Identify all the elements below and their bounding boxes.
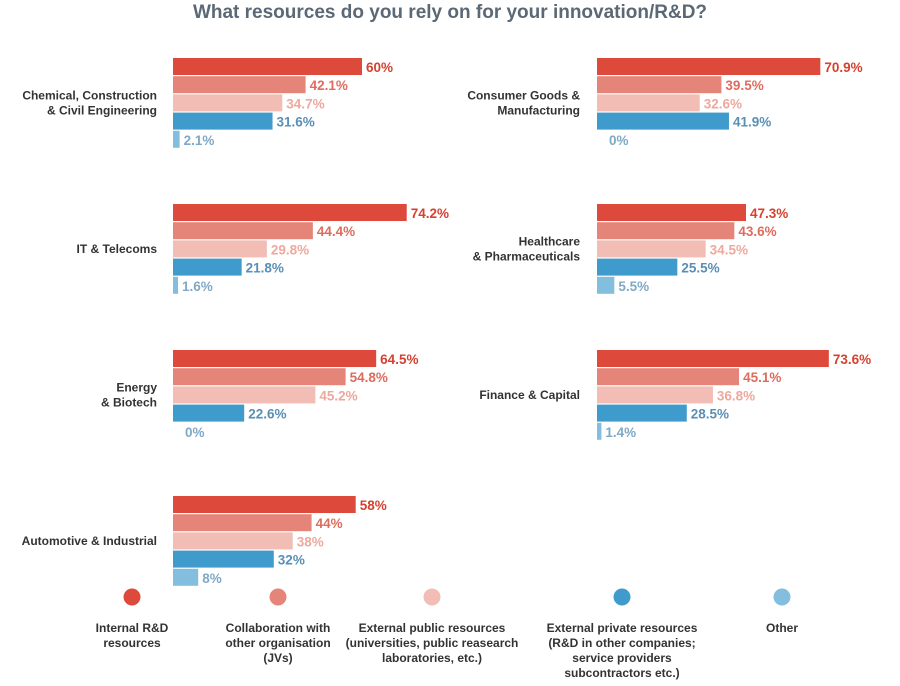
value-label-consumer-goods-manufacturing-other: 0% xyxy=(609,133,629,148)
bar-automotive-industrial-internal-r-d xyxy=(173,496,356,513)
bar-consumer-goods-manufacturing-internal-r-d xyxy=(597,58,821,75)
category-label-it-telecoms: IT & Telecoms xyxy=(77,242,158,256)
value-label-healthcare-pharmaceuticals-other: 5.5% xyxy=(618,279,649,294)
value-label-it-telecoms-external-public-resources: 29.8% xyxy=(271,242,309,257)
bar-it-telecoms-collaboration-with-other xyxy=(173,222,313,240)
value-label-chemical-construction-civil-engineering-internal-r-d: 60% xyxy=(366,60,393,75)
bar-finance-capital-internal-r-d xyxy=(597,350,829,367)
value-label-healthcare-pharmaceuticals-external-private-resources: 25.5% xyxy=(681,261,719,276)
category-label-consumer-goods-manufacturing-line-2: Manufacturing xyxy=(497,103,580,117)
category-label-energy-biotech-line-2: & Biotech xyxy=(101,395,157,409)
bar-energy-biotech-internal-r-d xyxy=(173,350,377,367)
bar-consumer-goods-manufacturing-external-public-resources xyxy=(597,94,700,112)
category-label-healthcare-pharmaceuticals-line-2: & Pharmaceuticals xyxy=(473,249,581,263)
bar-chemical-construction-civil-engineering-collaboration-with-other xyxy=(173,76,306,94)
value-label-chemical-construction-civil-engineering-collaboration-with-other: 42.1% xyxy=(310,78,348,93)
legend-label-collaboration-with-other-line-1: Collaboration with xyxy=(226,621,331,635)
legend-label-external-private-resources-line-4: subcontractors etc.) xyxy=(564,666,679,680)
legend-dot-other xyxy=(773,588,791,606)
value-label-finance-capital-other: 1.4% xyxy=(605,425,636,440)
value-label-consumer-goods-manufacturing-external-public-resources: 32.6% xyxy=(704,96,742,111)
category-label-healthcare-pharmaceuticals-line-1: Healthcare xyxy=(519,234,581,248)
legend-label-external-private-resources-line-1: External private resources xyxy=(547,621,698,635)
value-label-automotive-industrial-other: 8% xyxy=(202,571,222,586)
bar-it-telecoms-external-private-resources xyxy=(173,258,242,276)
bar-energy-biotech-collaboration-with-other xyxy=(173,368,346,386)
legend-label-internal-r-d-line-2: resources xyxy=(103,636,161,650)
bar-healthcare-pharmaceuticals-internal-r-d xyxy=(597,204,746,221)
value-label-consumer-goods-manufacturing-internal-r-d: 70.9% xyxy=(824,60,862,75)
value-label-finance-capital-external-private-resources: 28.5% xyxy=(691,407,729,422)
value-label-consumer-goods-manufacturing-collaboration-with-other: 39.5% xyxy=(725,78,763,93)
bar-chemical-construction-civil-engineering-external-private-resources xyxy=(173,112,273,130)
bar-finance-capital-external-private-resources xyxy=(597,404,687,422)
value-label-it-telecoms-external-private-resources: 21.8% xyxy=(246,261,284,276)
bar-it-telecoms-external-public-resources xyxy=(173,240,267,258)
legend-label-external-public-resources-line-1: External public resources xyxy=(359,621,506,635)
bar-chemical-construction-civil-engineering-external-public-resources xyxy=(173,94,283,112)
value-label-energy-biotech-collaboration-with-other: 54.8% xyxy=(350,370,388,385)
value-label-it-telecoms-other: 1.6% xyxy=(182,279,213,294)
bar-healthcare-pharmaceuticals-other xyxy=(597,276,615,294)
bar-healthcare-pharmaceuticals-external-private-resources xyxy=(597,258,678,276)
bar-finance-capital-external-public-resources xyxy=(597,386,713,404)
bar-energy-biotech-external-public-resources xyxy=(173,386,316,404)
value-label-automotive-industrial-external-public-resources: 38% xyxy=(297,534,324,549)
chart-title: What resources do you rely on for your i… xyxy=(192,2,708,23)
bar-healthcare-pharmaceuticals-collaboration-with-other xyxy=(597,222,735,240)
legend-label-external-private-resources-line-3: service providers xyxy=(572,651,672,665)
legend-dot-collaboration-with-other xyxy=(269,588,287,606)
value-label-finance-capital-collaboration-with-other: 45.1% xyxy=(743,370,781,385)
bar-automotive-industrial-external-public-resources xyxy=(173,532,293,550)
value-label-energy-biotech-internal-r-d: 64.5% xyxy=(380,352,418,367)
value-label-finance-capital-external-public-resources: 36.8% xyxy=(717,388,755,403)
bar-it-telecoms-other xyxy=(173,276,179,294)
bar-consumer-goods-manufacturing-collaboration-with-other xyxy=(597,76,722,94)
bar-healthcare-pharmaceuticals-external-public-resources xyxy=(597,240,706,258)
bar-energy-biotech-external-private-resources xyxy=(173,404,245,422)
legend-label-external-public-resources-line-3: laboratories, etc.) xyxy=(382,651,482,665)
bar-chemical-construction-civil-engineering-other xyxy=(173,130,180,148)
legend-label-other: Other xyxy=(766,621,798,635)
bar-it-telecoms-internal-r-d xyxy=(173,204,407,221)
legend-label-external-private-resources-line-2: (R&D in other companies; xyxy=(548,636,695,650)
category-label-chemical-construction-civil-engineering-line-2: & Civil Engineering xyxy=(47,103,157,117)
legend-label-internal-r-d-line-1: Internal R&D xyxy=(96,621,169,635)
value-label-healthcare-pharmaceuticals-external-public-resources: 34.5% xyxy=(710,242,748,257)
value-label-energy-biotech-external-private-resources: 22.6% xyxy=(248,407,286,422)
legend-dot-external-private-resources xyxy=(613,588,631,606)
value-label-it-telecoms-collaboration-with-other: 44.4% xyxy=(317,224,355,239)
legend-dot-external-public-resources xyxy=(423,588,441,606)
category-label-automotive-industrial: Automotive & Industrial xyxy=(22,534,157,548)
value-label-healthcare-pharmaceuticals-internal-r-d: 47.3% xyxy=(750,206,788,221)
value-label-energy-biotech-other: 0% xyxy=(185,425,205,440)
value-label-automotive-industrial-internal-r-d: 58% xyxy=(360,498,387,513)
value-label-chemical-construction-civil-engineering-external-private-resources: 31.6% xyxy=(277,115,315,130)
value-label-chemical-construction-civil-engineering-external-public-resources: 34.7% xyxy=(286,96,324,111)
bar-chemical-construction-civil-engineering-internal-r-d xyxy=(173,58,362,75)
bar-consumer-goods-manufacturing-external-private-resources xyxy=(597,112,729,130)
bar-automotive-industrial-external-private-resources xyxy=(173,550,274,568)
value-label-energy-biotech-external-public-resources: 45.2% xyxy=(319,388,357,403)
bar-automotive-industrial-collaboration-with-other xyxy=(173,514,312,532)
legend-label-collaboration-with-other-line-2: other organisation xyxy=(225,636,330,650)
category-label-finance-capital: Finance & Capital xyxy=(479,388,580,402)
legend-dot-internal-r-d xyxy=(123,588,141,606)
bar-finance-capital-other xyxy=(597,422,602,440)
value-label-healthcare-pharmaceuticals-collaboration-with-other: 43.6% xyxy=(738,224,776,239)
value-label-automotive-industrial-collaboration-with-other: 44% xyxy=(316,516,343,531)
value-label-it-telecoms-internal-r-d: 74.2% xyxy=(411,206,449,221)
value-label-automotive-industrial-external-private-resources: 32% xyxy=(278,553,305,568)
value-label-chemical-construction-civil-engineering-other: 2.1% xyxy=(184,133,215,148)
legend-label-collaboration-with-other-line-3: (JVs) xyxy=(263,651,292,665)
category-label-chemical-construction-civil-engineering-line-1: Chemical, Construction xyxy=(22,88,157,102)
value-label-finance-capital-internal-r-d: 73.6% xyxy=(833,352,871,367)
category-label-consumer-goods-manufacturing-line-1: Consumer Goods & xyxy=(467,88,580,102)
value-label-consumer-goods-manufacturing-external-private-resources: 41.9% xyxy=(733,115,771,130)
bar-automotive-industrial-other xyxy=(173,568,199,586)
category-label-energy-biotech-line-1: Energy xyxy=(116,380,157,394)
legend-label-external-public-resources-line-2: (universities, public reasearch xyxy=(346,636,519,650)
bar-finance-capital-collaboration-with-other xyxy=(597,368,740,386)
